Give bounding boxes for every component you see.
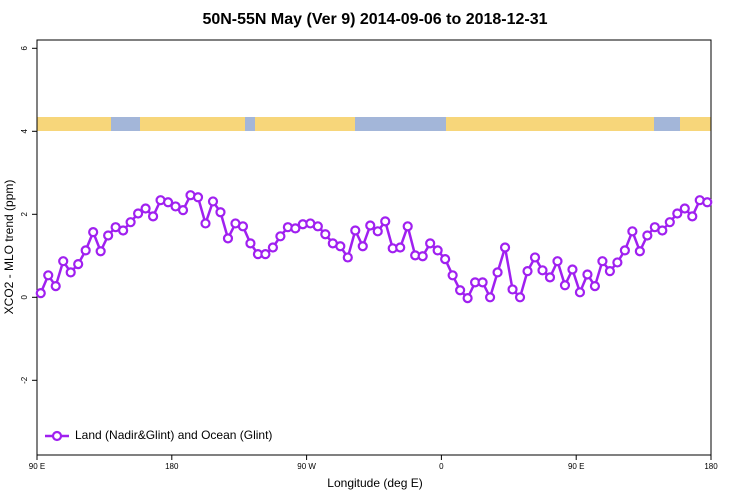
point — [290, 223, 301, 234]
plot-frame — [36, 39, 712, 456]
point — [484, 292, 496, 303]
point — [432, 245, 443, 256]
point — [492, 267, 503, 278]
point — [275, 231, 286, 242]
point — [627, 226, 638, 237]
y-tick-label: 0 — [20, 295, 29, 300]
point — [544, 272, 556, 283]
x-tick-label: 90 E — [29, 462, 45, 471]
point — [597, 256, 608, 267]
legend-label: Land (Nadir&Glint) and Ocean (Glint) — [75, 428, 272, 442]
point — [215, 207, 226, 218]
legend-marker — [51, 430, 63, 442]
point — [118, 225, 129, 236]
point — [140, 203, 151, 214]
point — [50, 280, 61, 292]
point — [192, 192, 204, 203]
point — [58, 256, 69, 267]
point — [365, 220, 376, 231]
x-tick-label: 90 E — [568, 462, 584, 471]
point — [267, 242, 278, 253]
y-tick-label: 6 — [20, 46, 29, 51]
point — [207, 196, 219, 207]
y-tick-label: -2 — [20, 376, 29, 384]
point — [687, 211, 698, 222]
point — [559, 280, 571, 291]
point — [604, 266, 616, 277]
point — [320, 229, 331, 240]
point — [455, 285, 466, 296]
point — [357, 241, 368, 252]
point — [312, 221, 323, 232]
point — [380, 216, 391, 227]
point — [477, 277, 488, 288]
point — [657, 225, 668, 236]
point — [507, 284, 518, 295]
point — [702, 197, 713, 208]
point — [425, 238, 436, 249]
point — [589, 280, 601, 292]
y-tick-label: 4 — [20, 129, 29, 134]
y-tick-label: 2 — [20, 212, 29, 217]
point — [664, 217, 675, 228]
point — [537, 265, 548, 276]
point — [73, 259, 84, 270]
x-axis-label: Longitude (deg E) — [327, 476, 422, 490]
chart-title: 50N-55N May (Ver 9) 2014-09-06 to 2018-1… — [202, 11, 547, 28]
x-tick-label: 90 W — [297, 462, 316, 471]
point — [237, 221, 249, 232]
point — [170, 201, 181, 212]
x-tick-label: 0 — [439, 462, 444, 471]
point — [177, 205, 189, 216]
point — [567, 264, 578, 275]
point — [43, 270, 54, 281]
point — [612, 257, 623, 268]
x-tick-label: 180 — [704, 462, 718, 471]
point — [619, 245, 630, 256]
point — [125, 217, 136, 228]
point — [260, 249, 271, 260]
point — [672, 208, 683, 219]
point — [582, 269, 593, 280]
point — [335, 241, 346, 252]
point — [342, 252, 353, 263]
point — [679, 203, 690, 214]
point — [350, 225, 361, 236]
point — [147, 211, 159, 222]
point — [417, 251, 428, 262]
point — [552, 256, 563, 267]
point — [222, 233, 234, 244]
point — [529, 252, 541, 263]
point — [65, 267, 76, 278]
point — [88, 227, 99, 238]
point — [245, 238, 256, 249]
point — [395, 242, 406, 253]
point — [634, 246, 645, 257]
point — [514, 292, 526, 303]
point — [95, 246, 106, 257]
point — [462, 293, 473, 304]
point — [372, 226, 383, 237]
point — [35, 288, 46, 299]
point — [402, 221, 413, 232]
point — [440, 254, 451, 265]
point — [522, 266, 533, 277]
point — [574, 287, 586, 298]
point — [499, 242, 511, 253]
point — [162, 197, 174, 208]
point — [200, 218, 211, 229]
x-tick-label: 180 — [165, 462, 179, 471]
land-ocean-band — [37, 117, 711, 131]
point — [447, 270, 458, 281]
y-axis-label: XCO2 - MLO trend (ppm) — [2, 180, 16, 315]
point — [642, 230, 653, 241]
point — [103, 230, 114, 241]
point — [80, 245, 91, 256]
point — [133, 208, 144, 219]
